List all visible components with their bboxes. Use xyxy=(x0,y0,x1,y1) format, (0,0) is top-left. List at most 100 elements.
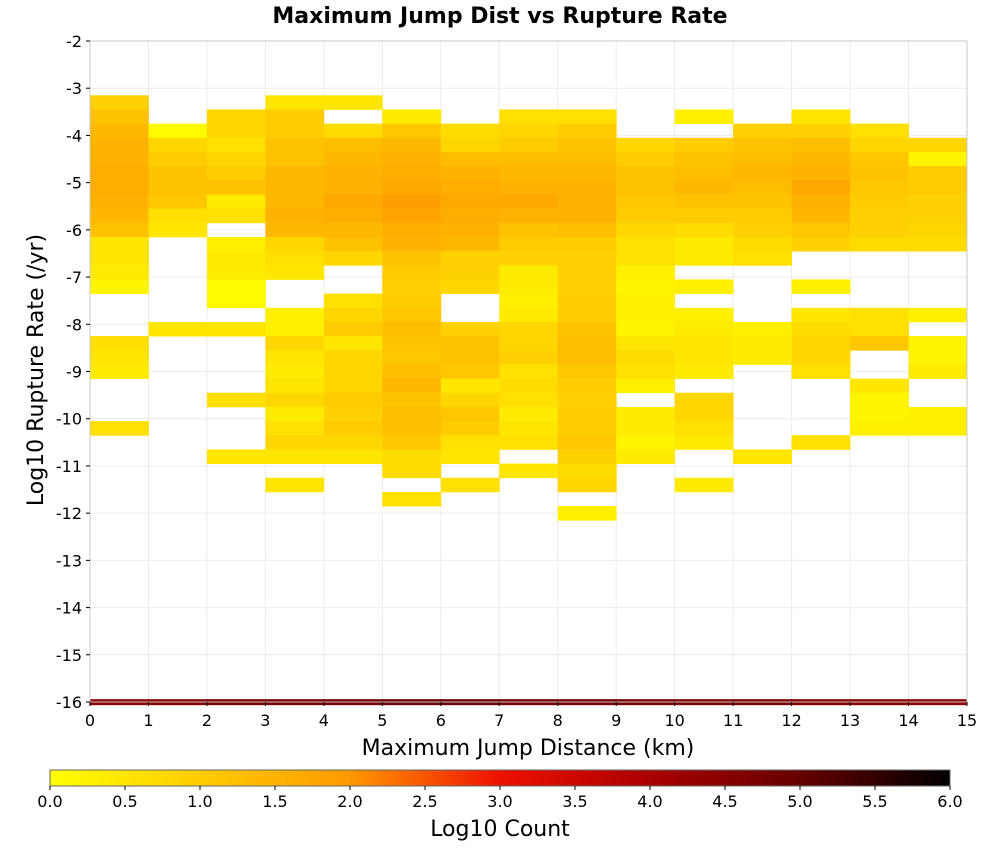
x-tick-label: 5 xyxy=(377,711,387,730)
heatmap-cell xyxy=(616,350,676,365)
heatmap-cell xyxy=(499,421,559,436)
heatmap-cell xyxy=(206,293,266,309)
heatmap-cell xyxy=(616,336,676,351)
heatmap-cell xyxy=(382,406,442,422)
heatmap-cell xyxy=(850,151,909,167)
heatmap-cell xyxy=(323,421,383,436)
heatmap-cell xyxy=(733,123,792,139)
heatmap-cell xyxy=(733,194,792,210)
heatmap-cell xyxy=(382,151,442,167)
heatmap-cell xyxy=(382,265,442,280)
heatmap-cell xyxy=(616,137,676,153)
heatmap-cell xyxy=(499,406,559,422)
colorbar-tick-label: 0.5 xyxy=(112,792,137,811)
heatmap-cell xyxy=(499,151,559,167)
heatmap-cell xyxy=(148,180,208,195)
heatmap-cell xyxy=(908,137,968,153)
heatmap-cell xyxy=(265,151,325,167)
heatmap-cell xyxy=(557,307,617,323)
heatmap-cell xyxy=(791,222,851,238)
x-tick-label: 0 xyxy=(85,711,95,730)
heatmap-cell xyxy=(616,208,676,224)
heatmap-cell xyxy=(90,194,149,210)
heatmap-cell xyxy=(908,222,968,238)
heatmap-cell xyxy=(265,208,325,224)
heatmap-cell xyxy=(323,95,383,110)
heatmap-cell xyxy=(90,279,149,294)
heatmap-cell xyxy=(908,151,968,167)
heatmap-cell xyxy=(440,378,500,394)
heatmap-cell xyxy=(850,421,909,436)
heatmap-cell xyxy=(791,321,851,337)
heatmap-cell xyxy=(674,208,734,224)
x-axis-label: Maximum Jump Distance (km) xyxy=(362,736,695,761)
heatmap-cell xyxy=(850,378,909,394)
heatmap-cell xyxy=(733,350,792,365)
y-tick-label: -8 xyxy=(66,315,82,334)
y-tick-label: -12 xyxy=(56,504,82,523)
heatmap-cell xyxy=(265,180,325,195)
heatmap-cell xyxy=(850,392,909,408)
heatmap-cell xyxy=(674,137,734,153)
heatmap-cell xyxy=(440,449,500,464)
heatmap-cell xyxy=(557,364,617,379)
heatmap-cell xyxy=(616,265,676,280)
heatmap-cell xyxy=(265,392,325,408)
heatmap-cell xyxy=(674,222,734,238)
heatmap-cell xyxy=(499,392,559,408)
heatmap-cell xyxy=(850,406,909,422)
heatmap-cell xyxy=(440,421,500,436)
colorbar-tick-label: 1.5 xyxy=(262,792,287,811)
heatmap-cell xyxy=(499,336,559,351)
heatmap-cell xyxy=(90,151,149,167)
heatmap-cell xyxy=(499,463,559,479)
heatmap-cell xyxy=(674,109,734,125)
heatmap-cell xyxy=(557,279,617,294)
heatmap-cell xyxy=(908,194,968,210)
heatmap-cell xyxy=(382,137,442,153)
heatmap-cell xyxy=(499,321,559,337)
y-axis-label: Log10 Rupture Rate (/yr) xyxy=(24,234,49,506)
heatmap-cell xyxy=(499,166,559,181)
heatmap-cell xyxy=(499,236,559,252)
heatmap-cell xyxy=(440,208,500,224)
x-tick-label: 14 xyxy=(898,711,918,730)
colorbar-tick-label: 4.5 xyxy=(712,792,737,811)
heatmap-cell xyxy=(791,364,851,379)
heatmap-cell xyxy=(323,449,383,464)
heatmap-cell xyxy=(440,123,500,139)
heatmap-cell xyxy=(382,463,442,479)
heatmap-cell xyxy=(206,123,266,139)
heatmap-cell xyxy=(382,421,442,436)
colorbar-tick-label: 5.5 xyxy=(862,792,887,811)
heatmap-cell xyxy=(382,236,442,252)
x-tick-label: 2 xyxy=(202,711,212,730)
heatmap-cell xyxy=(90,421,149,436)
heatmap-cell xyxy=(557,336,617,351)
heatmap-cell xyxy=(850,208,909,224)
heatmap-cell xyxy=(616,321,676,337)
heatmap-cell xyxy=(440,435,500,450)
heatmap-cell xyxy=(499,222,559,238)
heatmap-cell xyxy=(90,166,149,181)
heatmap-cell xyxy=(499,364,559,379)
colorbar-ticks: 0.0 0.5 1.0 1.5 2.0 2.5 3.0 3.5 4.0 4.5 5.0 5.5 6.0 xyxy=(37,786,963,811)
heatmap-cell xyxy=(382,222,442,238)
heatmap-cell xyxy=(733,222,792,238)
heatmap-cell xyxy=(733,449,792,464)
heatmap-cell xyxy=(908,307,968,323)
heatmap-cell xyxy=(440,336,500,351)
heatmap-cell xyxy=(323,435,383,450)
heatmap-cell xyxy=(382,336,442,351)
heatmap-cell xyxy=(148,321,208,337)
heatmap-cell xyxy=(908,180,968,195)
heatmap-cell xyxy=(323,392,383,408)
heatmap-cell xyxy=(90,350,149,365)
heatmap-cell xyxy=(265,449,325,464)
heatmap-cell xyxy=(90,336,149,351)
heatmap-cell xyxy=(440,364,500,379)
heatmap-cell xyxy=(265,364,325,379)
heatmap-cell xyxy=(90,123,149,139)
heatmap-cell xyxy=(499,208,559,224)
heatmap-cell xyxy=(382,166,442,181)
